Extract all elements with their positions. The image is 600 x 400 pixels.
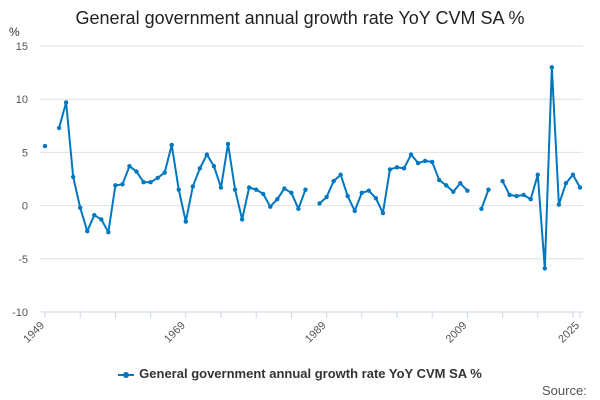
data-point	[113, 183, 118, 188]
data-point	[162, 170, 167, 175]
y-axis-label: %	[9, 25, 20, 39]
data-point	[451, 189, 456, 194]
data-point	[563, 181, 569, 186]
data-point	[275, 197, 280, 202]
data-point	[296, 206, 301, 211]
data-point	[352, 208, 357, 214]
data-point	[63, 100, 69, 105]
data-point	[232, 187, 238, 192]
data-point	[99, 217, 104, 222]
data-point	[246, 185, 252, 190]
data-point	[366, 188, 372, 193]
data-point	[56, 125, 62, 131]
x-tick-label: 1969	[162, 320, 188, 346]
data-point	[155, 175, 160, 181]
data-point	[324, 194, 329, 200]
data-point	[190, 184, 196, 189]
data-point	[401, 166, 407, 171]
series-line-segment	[58, 101, 307, 234]
data-point	[239, 217, 245, 222]
data-point	[479, 206, 484, 211]
data-point	[225, 141, 231, 147]
data-point	[141, 179, 146, 185]
data-point	[204, 152, 210, 157]
data-point	[317, 201, 322, 206]
x-tick-label: 1989	[303, 320, 329, 346]
data-point	[437, 177, 442, 183]
data-point	[570, 172, 576, 177]
data-point	[444, 183, 449, 188]
data-point	[120, 182, 125, 187]
data-point	[535, 172, 540, 177]
data-point	[77, 205, 83, 210]
data-point	[70, 174, 76, 180]
data-point	[218, 185, 224, 190]
legend-label: General government annual growth rate Yo…	[139, 366, 482, 381]
series-line-segment	[318, 153, 469, 215]
data-point	[542, 266, 548, 271]
data-point	[176, 187, 181, 192]
data-point	[303, 187, 308, 192]
series-line-segment	[480, 189, 490, 210]
data-point	[549, 65, 555, 70]
data-point	[429, 159, 435, 165]
data-point	[148, 179, 153, 185]
data-point	[85, 228, 90, 234]
x-tick-label: 2025	[556, 320, 582, 346]
data-point	[42, 143, 48, 149]
data-point	[183, 219, 188, 224]
y-tick-label: 15	[16, 41, 28, 53]
y-tick-label: 5	[22, 147, 28, 159]
legend-line-marker-icon	[118, 370, 135, 380]
data-point	[92, 212, 97, 218]
data-point	[556, 202, 562, 207]
y-tick-label: 10	[16, 94, 28, 106]
y-tick-label: 0	[22, 201, 28, 213]
data-point	[169, 142, 174, 148]
source-label: Source:	[542, 383, 587, 398]
data-point	[415, 160, 421, 166]
data-point	[507, 192, 512, 198]
data-point	[394, 165, 400, 170]
data-point	[458, 181, 463, 186]
data-point	[422, 158, 428, 164]
data-point	[253, 187, 259, 192]
data-point	[373, 195, 379, 201]
legend[interactable]: General government annual growth rate Yo…	[0, 366, 600, 381]
data-point	[514, 193, 519, 199]
data-point	[127, 164, 132, 169]
x-tick-label: 1949	[21, 320, 47, 346]
data-point	[528, 197, 533, 202]
data-point	[577, 185, 583, 190]
data-point	[359, 190, 364, 196]
data-point	[345, 193, 350, 199]
data-point	[331, 178, 336, 184]
data-point	[387, 167, 393, 172]
x-tick-label: 2009	[444, 320, 470, 346]
chart-title: General government annual growth rate Yo…	[75, 8, 525, 28]
data-point	[211, 164, 217, 169]
data-point	[465, 188, 470, 193]
y-tick-label: -5	[18, 254, 28, 266]
data-point	[521, 192, 526, 198]
data-point	[197, 166, 203, 171]
data-point	[289, 190, 294, 196]
data-point	[134, 169, 139, 174]
data-point	[380, 210, 386, 216]
series-line-segment	[501, 66, 581, 270]
data-point	[338, 172, 343, 177]
data-point	[106, 230, 111, 235]
data-point	[486, 187, 491, 192]
y-tick-label: -10	[12, 307, 28, 319]
data-point	[268, 204, 273, 209]
data-point	[261, 191, 266, 197]
data-point	[408, 152, 414, 157]
data-point	[500, 178, 505, 184]
data-point	[282, 186, 287, 191]
